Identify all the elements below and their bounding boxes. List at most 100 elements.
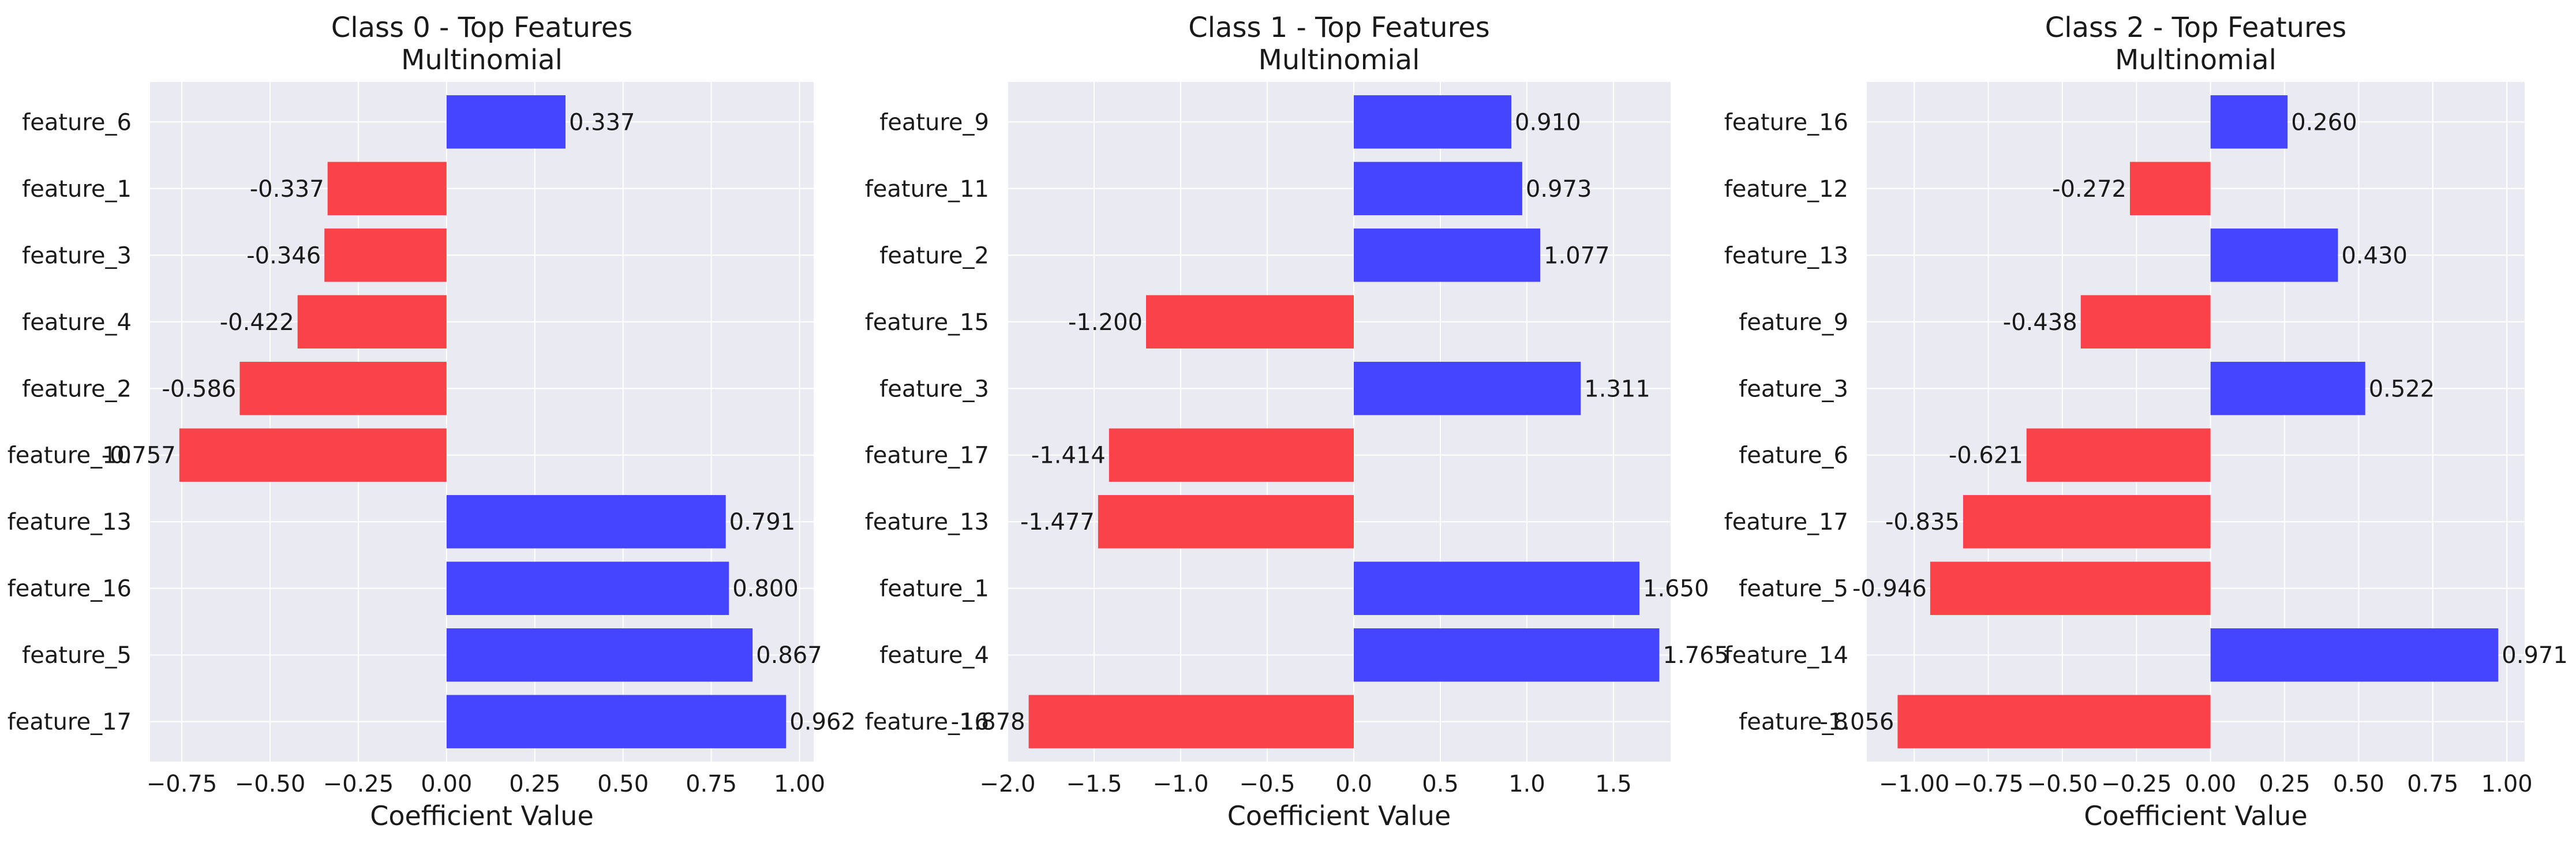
bar-feature_2 xyxy=(239,362,447,415)
chart-panel-1: 0.910 0.973 1.077 -1.200 1.311 -1.414 -1.477 1.… xyxy=(865,12,1729,831)
y-tick-label: feature_16 xyxy=(1724,109,1848,136)
value-label: 0.337 xyxy=(569,109,635,136)
x-axis-label: Coefficient Value xyxy=(2084,800,2308,831)
value-label: 0.522 xyxy=(2369,376,2435,402)
x-tick-label: 0.75 xyxy=(686,771,737,797)
bar-feature_12 xyxy=(2130,162,2211,215)
chart-subtitle: Multinomial xyxy=(401,44,563,76)
y-tick-label: feature_6 xyxy=(22,109,132,136)
value-label: 0.260 xyxy=(2291,109,2357,136)
y-tick-label: feature_13 xyxy=(865,509,989,535)
y-tick-label: feature_13 xyxy=(1724,242,1848,269)
y-tick-label: feature_13 xyxy=(8,509,132,535)
x-tick-label: 0.75 xyxy=(2407,771,2458,797)
bar-feature_8 xyxy=(1897,695,2211,748)
x-tick-label: −1.5 xyxy=(1066,771,1122,797)
x-tick-label: 0.5 xyxy=(1422,771,1459,797)
y-tick-label: feature_2 xyxy=(879,242,989,269)
value-label: -0.621 xyxy=(1949,443,2023,469)
bar-feature_6 xyxy=(2026,428,2211,482)
x-tick-label: 1.00 xyxy=(774,771,825,797)
x-tick-label: 0.50 xyxy=(597,771,649,797)
value-label: 1.077 xyxy=(1544,242,1610,269)
x-tick-label: −0.50 xyxy=(2027,771,2098,797)
value-label: -0.586 xyxy=(162,376,236,402)
value-label: 0.791 xyxy=(729,509,796,535)
y-tick-label: feature_11 xyxy=(865,176,989,203)
value-label: -0.946 xyxy=(1852,576,1927,602)
value-label: -1.477 xyxy=(1020,509,1095,535)
value-label: -0.337 xyxy=(250,176,324,203)
bar-feature_3 xyxy=(1354,362,1581,415)
bar-feature_17 xyxy=(1963,495,2211,549)
bar-feature_13 xyxy=(1098,495,1354,549)
y-tick-label: feature_4 xyxy=(879,642,989,669)
y-tick-label: feature_17 xyxy=(1724,509,1848,535)
x-tick-label: −0.5 xyxy=(1239,771,1295,797)
y-tick-label: feature_5 xyxy=(22,642,132,669)
bar-feature_15 xyxy=(1146,295,1354,348)
value-label: -0.757 xyxy=(102,443,176,469)
bar-feature_16 xyxy=(1028,695,1354,748)
bar-feature_13 xyxy=(446,495,726,549)
bar-feature_1 xyxy=(327,162,447,215)
y-tick-label: feature_10 xyxy=(8,443,132,469)
x-tick-label: 0.00 xyxy=(2185,771,2236,797)
bar-feature_13 xyxy=(2210,228,2338,282)
y-tick-label: feature_4 xyxy=(22,309,132,336)
x-tick-label: −0.50 xyxy=(235,771,306,797)
x-tick-label: 0.25 xyxy=(509,771,560,797)
bar-feature_16 xyxy=(2210,95,2288,149)
x-tick-label: 0.0 xyxy=(1335,771,1372,797)
value-label: -0.272 xyxy=(2052,176,2126,203)
chart-title: Class 1 - Top Features xyxy=(1188,12,1490,44)
y-tick-label: feature_17 xyxy=(8,709,132,736)
bar-feature_5 xyxy=(1930,561,2211,615)
y-tick-label: feature_2 xyxy=(22,376,132,402)
y-tick-label: feature_1 xyxy=(879,576,989,602)
bar-feature_3 xyxy=(2210,362,2365,415)
value-label: 0.973 xyxy=(1526,176,1592,203)
value-label: -1.878 xyxy=(951,709,1025,736)
x-tick-label: −0.75 xyxy=(147,771,218,797)
x-tick-label: −0.25 xyxy=(2101,771,2172,797)
chart-title: Class 0 - Top Features xyxy=(331,12,633,44)
bar-feature_6 xyxy=(446,95,566,149)
x-tick-label: 0.50 xyxy=(2333,771,2384,797)
chart-title: Class 2 - Top Features xyxy=(2045,12,2347,44)
bar-feature_1 xyxy=(1354,561,1639,615)
bar-feature_16 xyxy=(446,561,729,615)
y-tick-label: feature_17 xyxy=(865,443,989,469)
y-tick-label: feature_3 xyxy=(1739,376,1848,402)
y-tick-label: feature_12 xyxy=(1724,176,1848,203)
x-axis-label: Coefficient Value xyxy=(370,800,594,831)
y-tick-label: feature_8 xyxy=(1739,709,1848,736)
x-tick-label: 0.25 xyxy=(2259,771,2311,797)
chart-panel-0: 0.337 -0.337 -0.346 -0.422 -0.586 -0.757 0.791… xyxy=(8,12,856,831)
y-tick-label: feature_9 xyxy=(879,109,989,136)
value-label: -1.056 xyxy=(1819,709,1894,736)
value-label: 0.800 xyxy=(732,576,799,602)
bar-feature_2 xyxy=(1354,228,1541,282)
y-tick-label: feature_16 xyxy=(865,709,989,736)
value-label: -1.200 xyxy=(1068,309,1143,336)
y-tick-label: feature_1 xyxy=(22,176,132,203)
y-tick-label: feature_14 xyxy=(1724,642,1848,669)
value-label: -0.346 xyxy=(246,242,321,269)
bar-feature_4 xyxy=(1354,628,1660,682)
bar-feature_5 xyxy=(446,628,753,682)
value-label: 0.867 xyxy=(756,642,822,669)
bar-feature_9 xyxy=(1354,95,1511,149)
value-label: -0.438 xyxy=(2003,309,2077,336)
bar-feature_11 xyxy=(1354,162,1522,215)
bar-feature_17 xyxy=(1109,428,1354,482)
bar-feature_17 xyxy=(446,695,787,748)
chart-subtitle: Multinomial xyxy=(1259,44,1420,76)
y-tick-label: feature_15 xyxy=(865,309,989,336)
bar-feature_4 xyxy=(297,295,447,348)
x-tick-label: −0.25 xyxy=(323,771,394,797)
x-tick-label: −1.00 xyxy=(1879,771,1950,797)
value-label: -0.835 xyxy=(1885,509,1960,535)
chart-subtitle: Multinomial xyxy=(2115,44,2277,76)
value-label: 0.910 xyxy=(1515,109,1581,136)
